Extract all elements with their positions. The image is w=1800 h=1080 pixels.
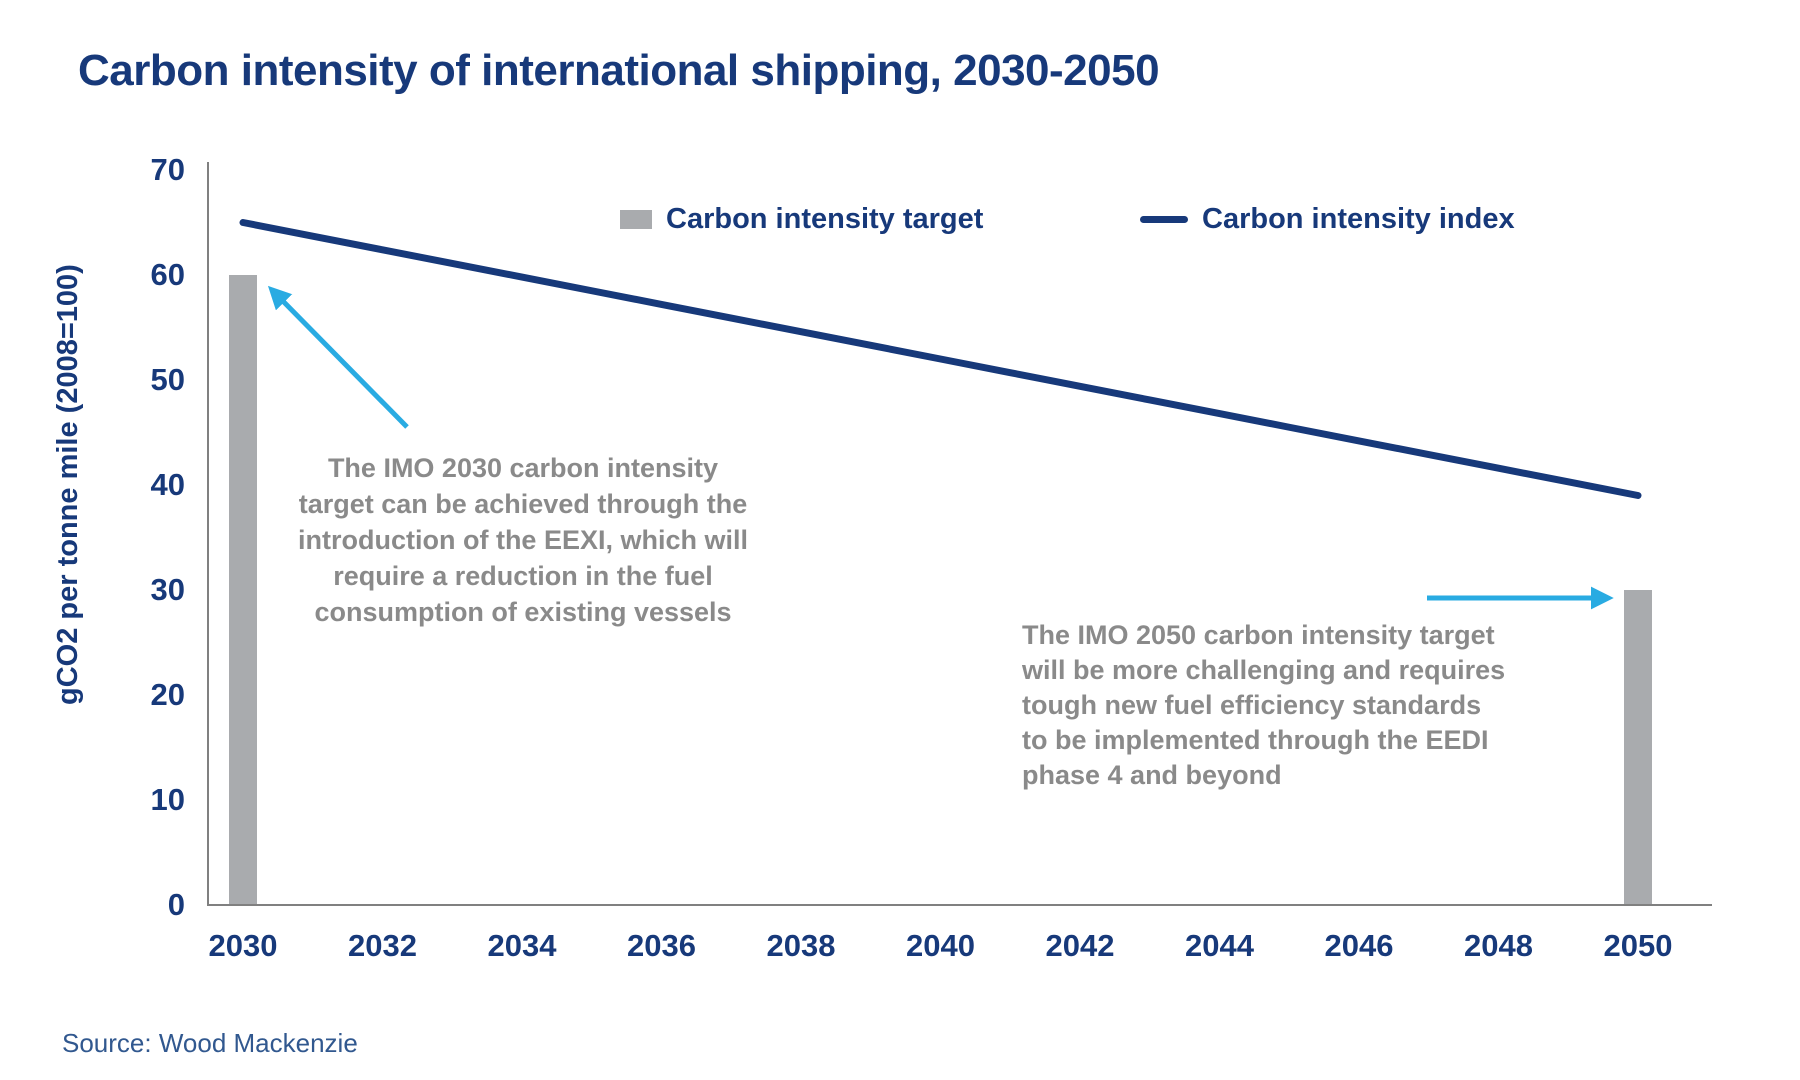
- x-tick-label: 2030: [208, 928, 278, 963]
- target-bar-2030: [229, 275, 257, 905]
- legend-label-target: Carbon intensity target: [666, 202, 984, 235]
- y-tick-label: 30: [150, 572, 185, 607]
- annotation-imo-2050: The IMO 2050 carbon intensity target wil…: [1022, 620, 1506, 790]
- line-swatch-icon: [1140, 215, 1188, 223]
- y-tick-label: 70: [150, 152, 185, 187]
- legend-item-index: Carbon intensity index: [1140, 200, 1515, 238]
- x-tick-label: 2044: [1185, 928, 1254, 963]
- legend-item-target: Carbon intensity target: [620, 200, 983, 238]
- bar-swatch-icon: [620, 209, 652, 229]
- y-axis-title: gCO2 per tonne mile (2008=100): [52, 264, 84, 706]
- x-tick-label: 2034: [487, 928, 557, 963]
- y-tick-label: 10: [150, 782, 185, 817]
- x-tick-label: 2038: [766, 928, 836, 963]
- y-tick-label: 20: [150, 677, 185, 712]
- target-bar-2050: [1624, 590, 1652, 905]
- source-note: Source: Wood Mackenzie: [62, 1028, 358, 1058]
- x-tick-label: 2036: [627, 928, 696, 963]
- x-tick-label: 2032: [348, 928, 417, 963]
- legend-label-index: Carbon intensity index: [1202, 202, 1515, 235]
- carbon-intensity-index-line: [239, 219, 1642, 499]
- x-tick-label: 2050: [1603, 928, 1673, 963]
- x-tick-label: 2042: [1045, 928, 1115, 963]
- y-tick-label: 0: [167, 887, 185, 922]
- y-tick-label: 40: [150, 467, 185, 502]
- x-tick-label: 2046: [1324, 928, 1394, 963]
- y-tick-label: 60: [150, 257, 185, 292]
- chart-title: Carbon intensity of international shippi…: [78, 46, 1160, 95]
- x-tick-label: 2040: [906, 928, 975, 963]
- y-tick-label: 50: [150, 362, 185, 397]
- annotation-imo-2030: The IMO 2030 carbon intensity target can…: [298, 453, 748, 627]
- x-tick-label: 2048: [1464, 928, 1533, 963]
- annotation-arrow-2030: [267, 285, 409, 429]
